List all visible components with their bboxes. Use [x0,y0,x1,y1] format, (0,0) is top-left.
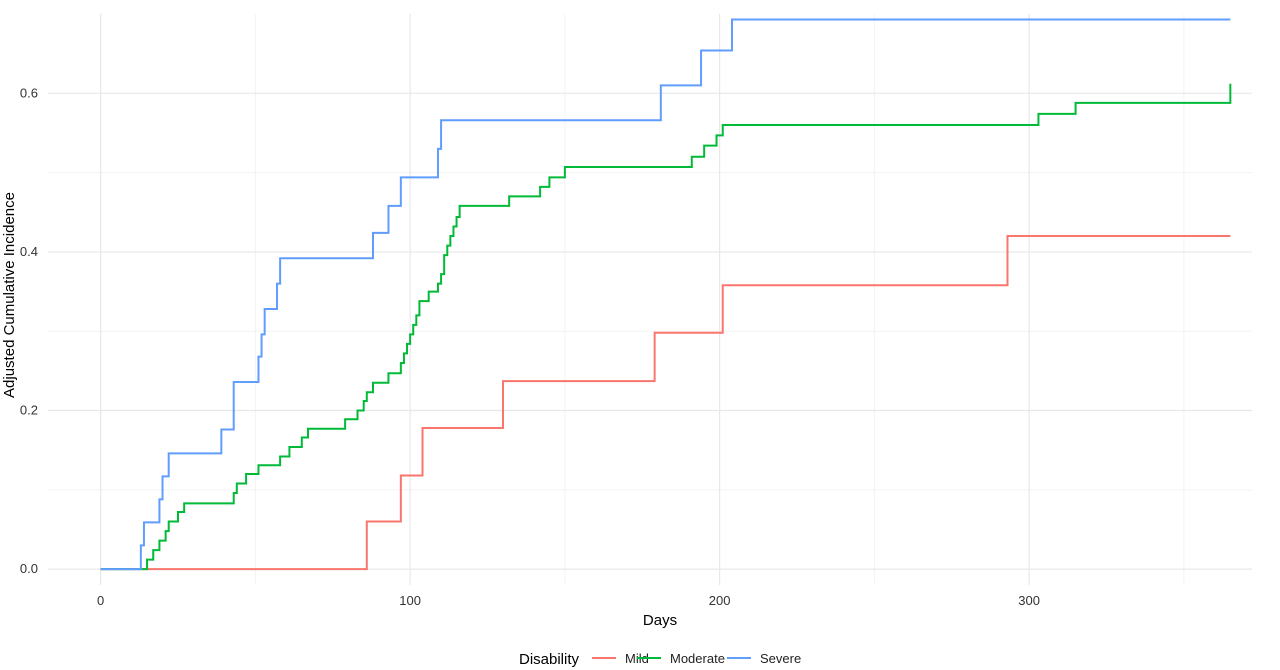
x-tick-label: 100 [399,593,421,608]
y-tick-label: 0.6 [20,85,38,100]
grid-layer [48,14,1252,585]
legend-title: Disability [519,651,580,668]
y-tick-label: 0.2 [20,403,38,418]
series-layer [100,18,1232,571]
legend-label-mild: Mild [625,651,649,666]
x-tick-label: 0 [97,593,104,608]
y-axis-title: Adjusted Cumulative Incidence [1,192,18,398]
legend-label-severe: Severe [760,651,801,666]
legend: Disability Mild Moderate Severe [519,651,801,668]
series-line-mild [100,235,1231,571]
x-axis-title: Days [643,612,677,629]
x-tick-label: 300 [1018,593,1040,608]
y-tick-label: 0.4 [20,244,38,259]
tick-layer: 0 100 200 300 0.0 0.2 0.4 0.6 [20,85,1040,608]
series-line-severe [100,18,1231,571]
y-tick-label: 0.0 [20,561,38,576]
x-tick-label: 200 [709,593,731,608]
series-line-moderate [100,83,1232,571]
legend-label-moderate: Moderate [670,651,725,666]
